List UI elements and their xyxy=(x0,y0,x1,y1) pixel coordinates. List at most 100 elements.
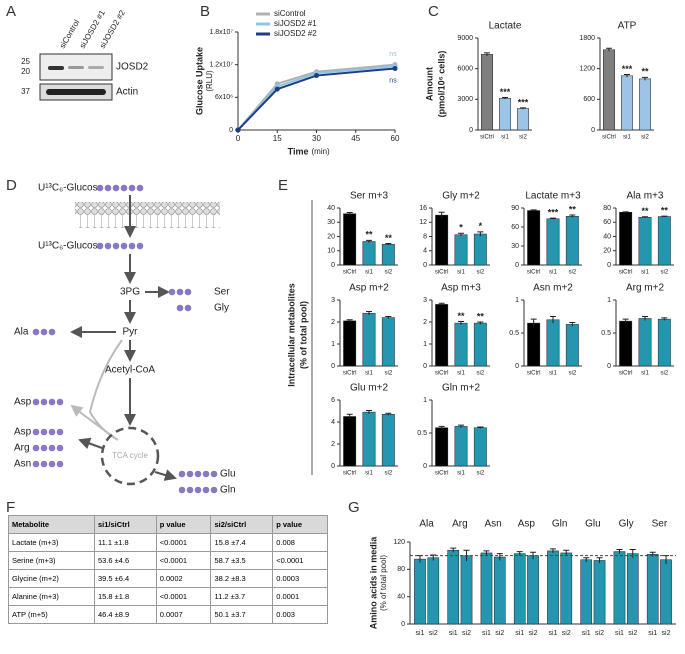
significance: *** xyxy=(518,97,529,107)
table-row: Lactate (m+3) 11.1 ±1.8 <0.0001 15.8 ±7.4 0.… xyxy=(8,533,328,552)
bar xyxy=(414,558,426,625)
x-tick-label: si2 xyxy=(628,630,637,637)
error-bar xyxy=(458,232,464,237)
isotope-dot xyxy=(32,398,40,406)
protein-label: Actin xyxy=(116,87,138,98)
error-bar xyxy=(661,317,668,321)
x-tick-label: si2 xyxy=(529,630,538,637)
table-cell: 39.5 ±6.4 xyxy=(94,569,157,588)
y-tick-label: 2 xyxy=(331,319,335,326)
table-cell: Serine (m+3) xyxy=(8,551,95,570)
bar xyxy=(619,320,633,367)
table-cell: <0.0001 xyxy=(155,587,212,606)
significance: *** xyxy=(500,87,511,97)
y-tick-label: 0.5 xyxy=(601,330,611,337)
significance: * xyxy=(459,223,463,233)
bar xyxy=(343,213,357,266)
error-bar xyxy=(550,217,556,220)
x-tick-label: siCtrl xyxy=(435,471,449,477)
arrow xyxy=(88,339,123,441)
x-tick-label: si2 xyxy=(462,630,471,637)
isotope-dot xyxy=(128,184,136,192)
table-header: Metabolite si1/siCtrl p value si2/siCtrl p v… xyxy=(8,515,328,534)
error-bar xyxy=(477,321,484,325)
isotope-dot xyxy=(104,242,112,250)
table-row: Serine (m+3) 53.6 ±4.6 <0.0001 58.7 ±3.5 <0.… xyxy=(8,551,328,570)
group-label: Ala xyxy=(419,519,434,530)
error-bar xyxy=(606,47,612,52)
table-cell: 38.2 ±8.3 xyxy=(210,569,274,588)
node-label: Ser xyxy=(214,287,230,298)
header-cell: si1/siCtrl xyxy=(94,515,157,534)
legend-label: siControl xyxy=(274,9,306,18)
x-tick-label: siCtrl xyxy=(527,270,541,276)
x-tick-label: siCtrl xyxy=(343,371,357,377)
chart-title: Asp m+3 xyxy=(441,283,481,294)
table-cell: 0.0001 xyxy=(272,587,328,606)
error-bar xyxy=(477,231,484,237)
y-tick-label: 1 xyxy=(331,341,335,348)
table-cell: <0.0001 xyxy=(155,533,212,552)
y-tick-label: 1200 xyxy=(579,66,595,73)
y-tick-label: 0 xyxy=(229,127,233,134)
error-bar xyxy=(530,318,537,328)
error-bar xyxy=(520,107,526,110)
chart-title: Asp m+2 xyxy=(349,283,389,294)
isotope-dot xyxy=(168,288,176,296)
bar xyxy=(527,322,541,367)
y-tick-label: 3 xyxy=(331,297,335,304)
legend-label: siJOSD2 #1 xyxy=(274,19,317,28)
y-tick-label: 1 xyxy=(515,297,519,304)
pathway-diagram: U¹³C₆-Glucose U¹³C₆-Glucose 3PG Ser Gly … xyxy=(14,183,236,496)
x-tick-label: si2 xyxy=(384,270,392,276)
chart-title: Asn m+2 xyxy=(533,283,573,294)
x-tick-label: si1 xyxy=(457,270,465,276)
error-bar xyxy=(596,557,603,564)
membrane xyxy=(75,202,220,228)
x-tick-label: si2 xyxy=(568,371,576,377)
bar xyxy=(381,317,395,367)
bar xyxy=(602,49,616,131)
y-tick-label: 40 xyxy=(327,205,335,212)
x-tick-label: 15 xyxy=(273,134,282,143)
bar xyxy=(362,312,376,367)
isotope-dot xyxy=(40,398,48,406)
x-tick-label: si2 xyxy=(568,270,576,276)
y-tick-label: 4 xyxy=(331,419,335,426)
x-tick-label: si1 xyxy=(648,630,657,637)
bar xyxy=(657,216,671,266)
isotope-dot xyxy=(112,184,120,192)
isotope-dot xyxy=(48,428,56,436)
table-cell: 50.1 ±3.7 xyxy=(210,605,274,624)
x-axis-label: Time xyxy=(288,146,309,156)
node-label: Pyr xyxy=(123,327,139,338)
y-tick-label: 8 xyxy=(423,233,427,240)
y-tick-label: 0 xyxy=(607,262,611,269)
y-axis-unit: (% of total pool) xyxy=(298,301,308,369)
bar xyxy=(447,549,460,625)
table-row: Alanine (m+3) 15.8 ±1.8 <0.0001 11.2 ±3.7 0.… xyxy=(8,587,328,606)
isotope-dot xyxy=(202,486,210,494)
bar xyxy=(473,233,487,266)
error-bar xyxy=(438,425,445,430)
x-tick-label: si1 xyxy=(623,135,631,141)
series-line xyxy=(237,67,396,131)
x-tick-label: siCtrl xyxy=(343,270,357,276)
bar xyxy=(527,210,541,266)
error-bar xyxy=(483,550,490,555)
error-bar xyxy=(458,321,464,325)
error-bar xyxy=(430,554,437,561)
isotope-dot xyxy=(202,470,210,478)
bar xyxy=(646,554,659,625)
error-bar xyxy=(583,557,590,562)
x-tick-label: si1 xyxy=(415,630,424,637)
x-tick-label: siCtrl xyxy=(602,135,616,141)
bar xyxy=(454,234,468,266)
bar xyxy=(560,552,573,625)
x-tick-label: si1 xyxy=(548,630,557,637)
table-cell: 58.7 ±3.5 xyxy=(210,551,274,570)
table-cell: 0.008 xyxy=(272,533,328,552)
table-cell: 53.6 ±4.6 xyxy=(94,551,157,570)
x-tick-label: si1 xyxy=(615,630,624,637)
table-cell: <0.0001 xyxy=(155,551,212,570)
